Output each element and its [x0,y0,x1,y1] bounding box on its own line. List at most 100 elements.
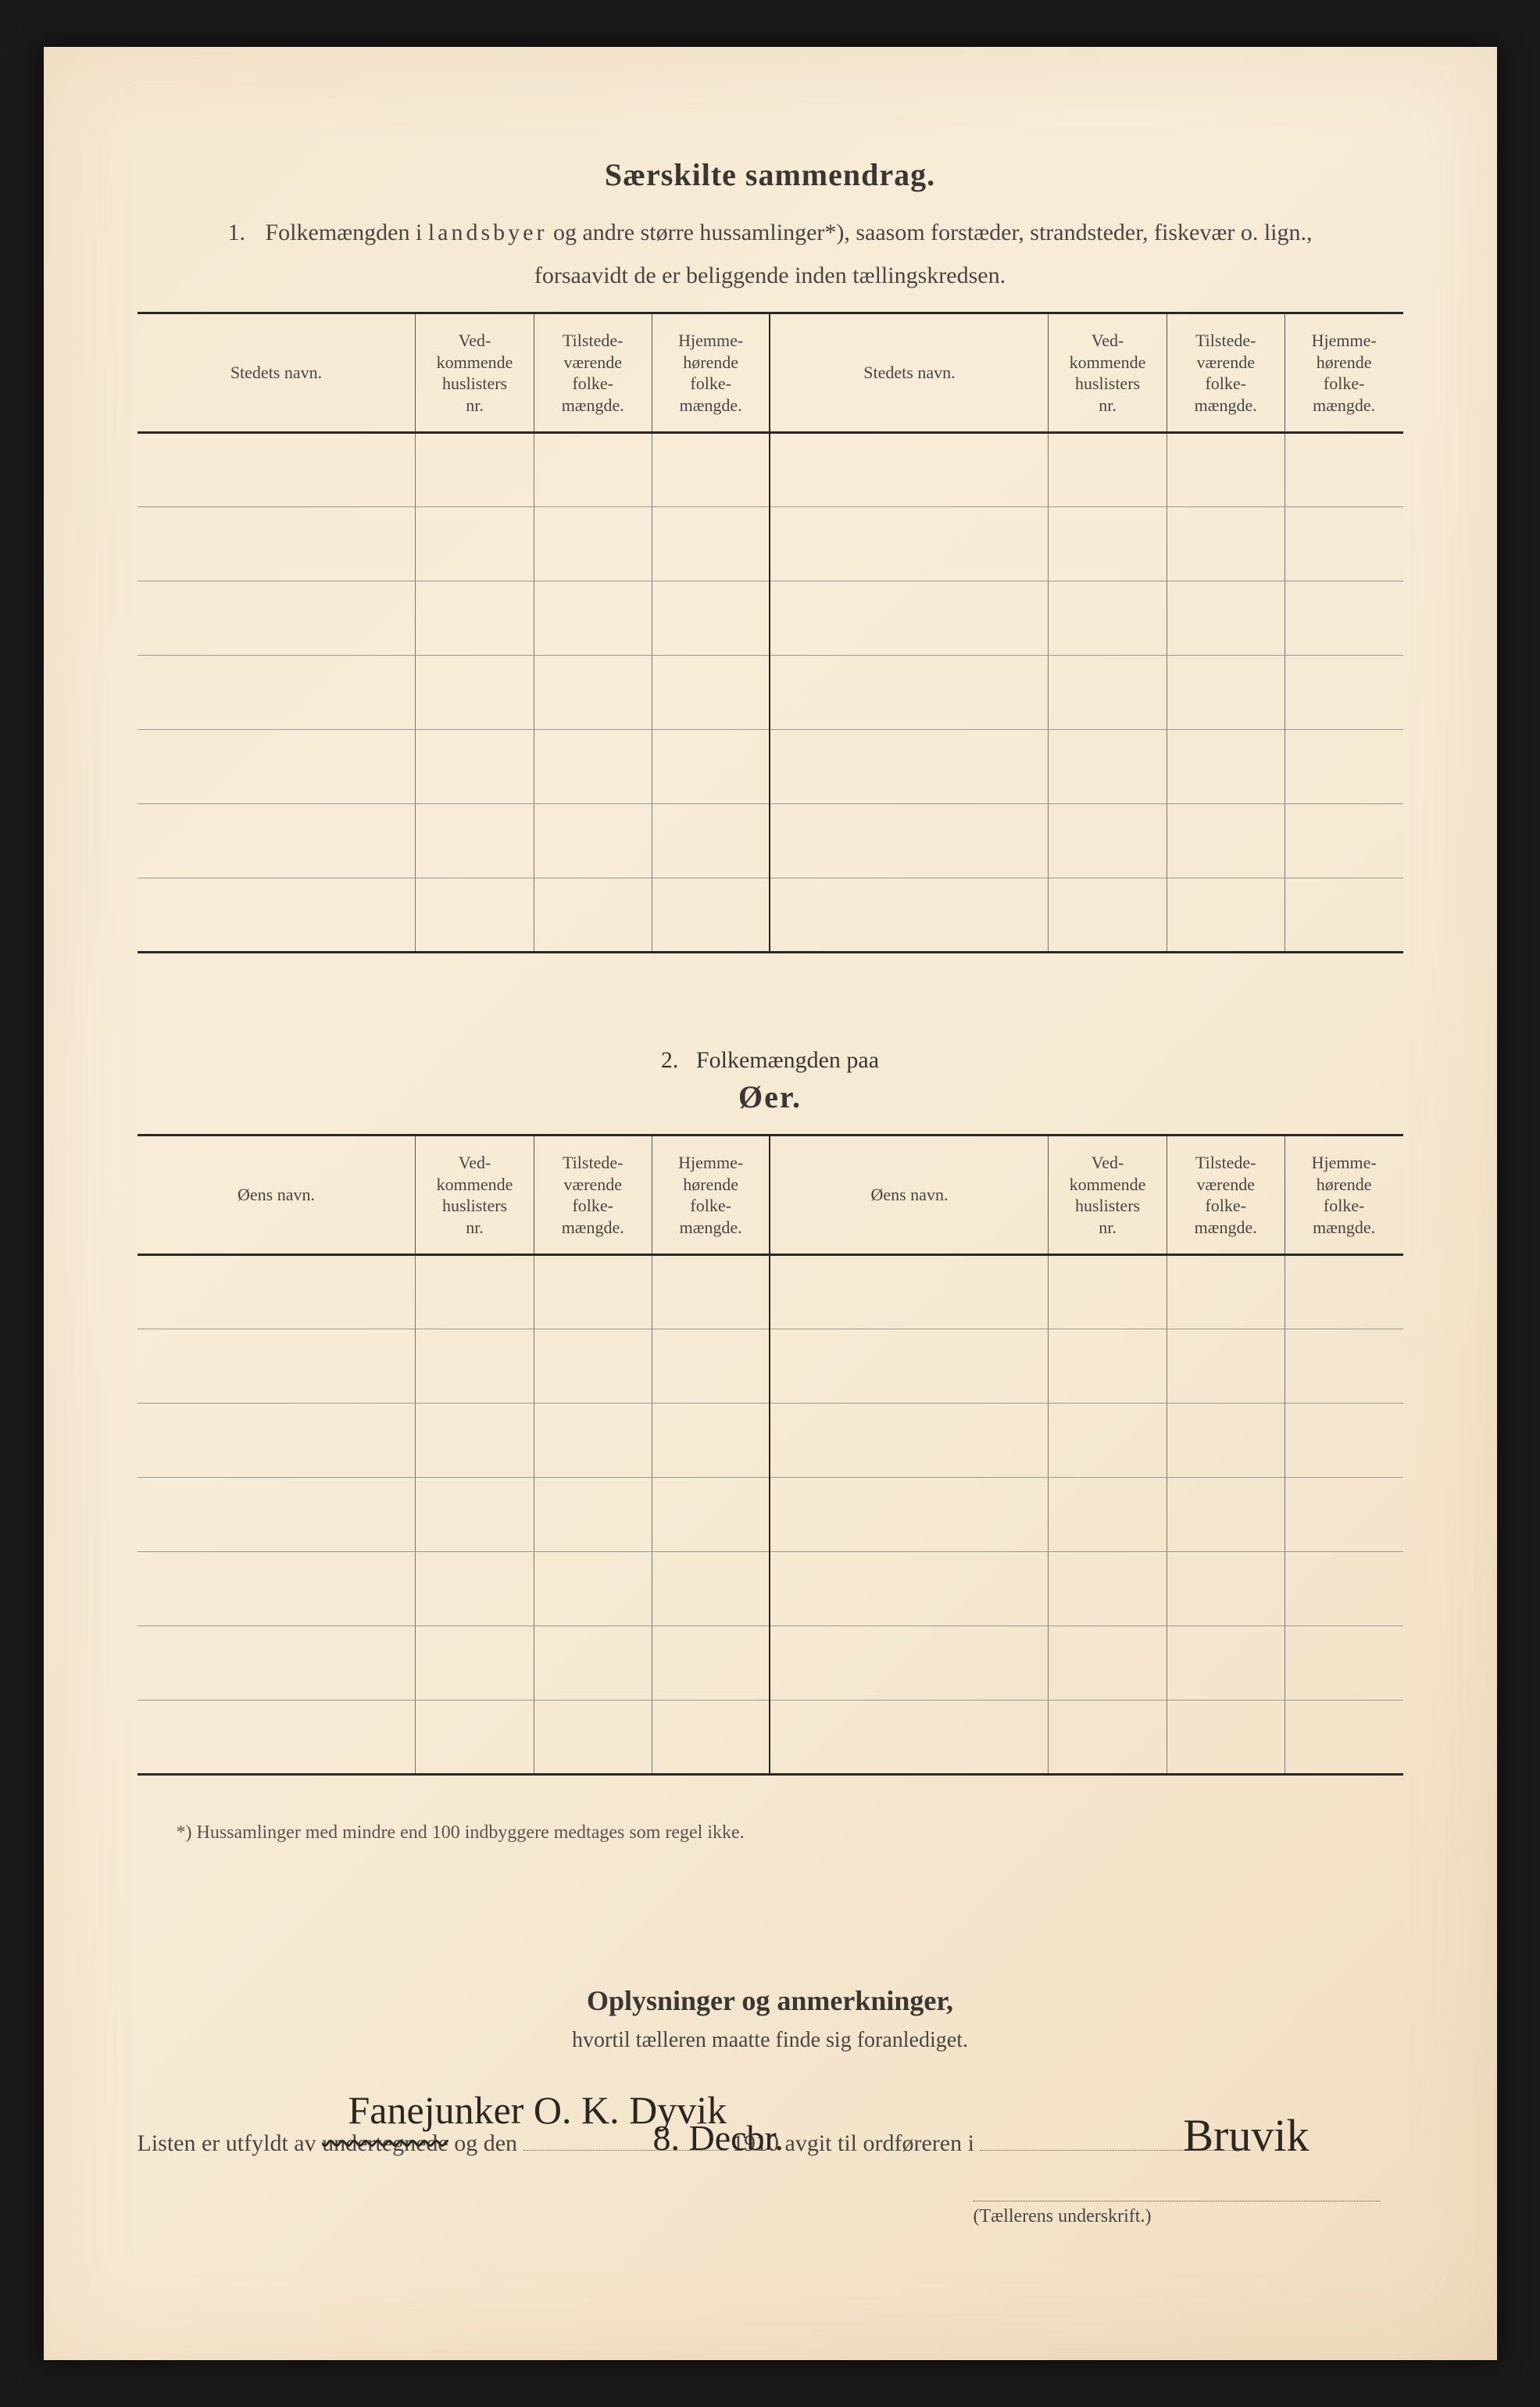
table-cell [1167,878,1285,953]
table-cell [652,581,770,656]
table-cell [1285,1552,1402,1626]
table-cell [1285,878,1402,953]
table-cell [1285,804,1402,878]
table-cell [534,1626,652,1701]
col-header: Stedets navn. [770,313,1048,433]
table-cell [1167,730,1285,804]
handwritten-date: 8. Decbr. [653,2117,784,2158]
table-cell [534,1478,652,1552]
section1-lead-line2: forsaavidt de er beliggende inden tællin… [138,258,1403,293]
signature-caption: (Tællerens underskrift.) [974,2206,1152,2226]
info-block: Oplysninger og anmerkninger, hvortil tæl… [138,1984,1403,2053]
table-cell [1167,1404,1285,1478]
table-cell [652,656,770,730]
table-cell [416,1552,534,1626]
table-cell [770,730,1048,804]
table-cell [770,1478,1048,1552]
table-cell [1167,656,1285,730]
table-cell [138,433,416,507]
table-cell [652,1552,770,1626]
col-header: Ved-kommendehuslistersnr. [416,313,534,433]
table-cell [138,507,416,581]
table-row [138,1701,1403,1775]
table-cell [1049,1552,1167,1626]
table-cell [138,1404,416,1478]
table-cell [138,1552,416,1626]
table-cell [770,1255,1048,1329]
table-cell [138,1626,416,1701]
table-row [138,878,1403,953]
table-cell [1049,1701,1167,1775]
table-cell [652,433,770,507]
table-cell [534,730,652,804]
col-header: Tilstede-værendefolke-mængde. [534,1136,652,1255]
table-row [138,1329,1403,1404]
table-cell [770,656,1048,730]
table-cell [770,1701,1048,1775]
section1-lead-text2: og andre større hussamlinger*), saasom f… [547,220,1312,245]
table-cell [652,1478,770,1552]
table-cell [534,1329,652,1404]
table-row [138,1626,1403,1701]
table-cell [534,656,652,730]
info-title: Oplysninger og anmerkninger, [138,1984,1403,2017]
table-cell [534,507,652,581]
col-header: Øens navn. [770,1136,1048,1255]
table-cell [1167,1701,1285,1775]
table-cell [1049,433,1167,507]
table-cell [416,1404,534,1478]
col-header: Tilstede-værendefolke-mængde. [1167,1136,1285,1255]
table-cell [138,730,416,804]
signoff-struck: undertegnede [322,2130,448,2156]
table-cell [416,433,534,507]
table-cell [770,878,1048,953]
table-cell [652,730,770,804]
table-cell [1285,1404,1402,1478]
table-cell [1285,1478,1402,1552]
table-cell [770,433,1048,507]
table-cell [534,1255,652,1329]
table-cell [652,507,770,581]
section2-table-body [138,1255,1403,1775]
table-row [138,1255,1403,1329]
signature-caption-block: (Tællerens underskrift.) [974,2184,1380,2227]
section1-table-body [138,433,1403,953]
info-sub: hvortil tælleren maatte finde sig foranl… [138,2028,1403,2053]
section1-lead-text1: Folkemængden i [265,220,427,245]
table-cell [1167,1626,1285,1701]
table-cell [652,1404,770,1478]
table-cell [1167,1478,1285,1552]
signoff-line: Listen er utfyldt av undertegnede og den… [138,2130,1403,2157]
table-row [138,804,1403,878]
table-cell [1285,1701,1402,1775]
table-row [138,507,1403,581]
table-cell [1167,507,1285,581]
table-cell [534,581,652,656]
signoff-area: Listen er utfyldt av undertegnede og den… [138,2130,1403,2157]
section1-lead-spaced: landsbyer [428,220,548,245]
table-cell [416,730,534,804]
table-cell [416,1478,534,1552]
table-cell [1285,433,1402,507]
table-cell [770,1404,1048,1478]
table-cell [1167,1329,1285,1404]
table-cell [1049,1404,1167,1478]
table-cell [1049,1626,1167,1701]
table-cell [652,878,770,953]
col-header: Tilstede-værendefolke-mængde. [534,313,652,433]
table-cell [1049,878,1167,953]
table-cell [1167,433,1285,507]
table-cell [770,1626,1048,1701]
table-cell [138,1478,416,1552]
table-row [138,1478,1403,1552]
table-cell [416,1329,534,1404]
table-cell [1049,507,1167,581]
table-cell [138,656,416,730]
table-cell [1285,730,1402,804]
table-cell [138,804,416,878]
table-row [138,1552,1403,1626]
table-cell [652,1701,770,1775]
table-cell [138,1701,416,1775]
table-cell [138,1329,416,1404]
table-cell [770,1552,1048,1626]
